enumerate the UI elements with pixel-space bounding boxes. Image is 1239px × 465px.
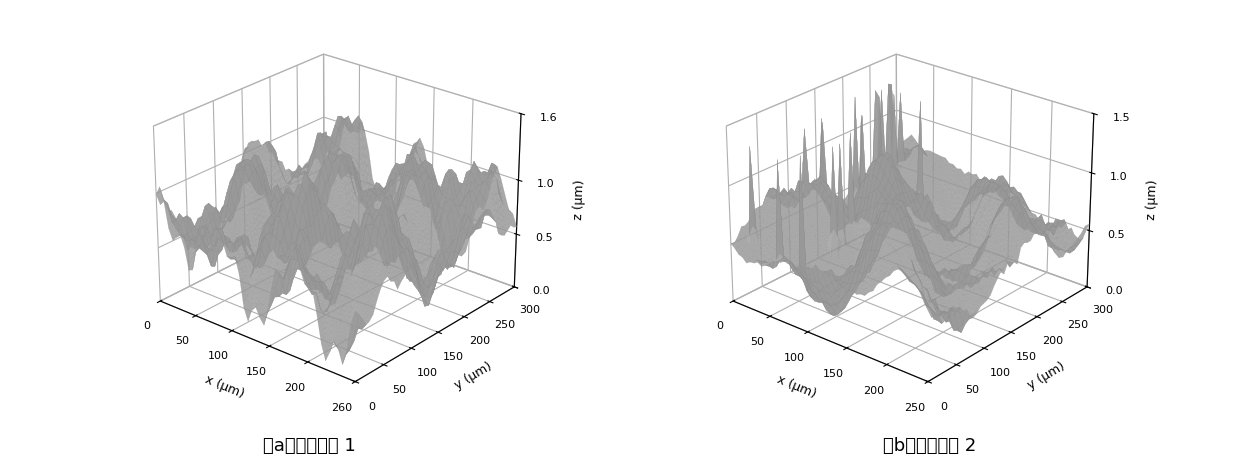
Text: （a）粗糙表面 1: （a）粗糙表面 1 [264,438,356,455]
Y-axis label: y (μm): y (μm) [1026,360,1067,392]
X-axis label: x (μm): x (μm) [203,373,245,401]
X-axis label: x (μm): x (μm) [776,373,818,401]
Text: （b）粗糙表面 2: （b）粗糙表面 2 [882,438,976,455]
Y-axis label: y (μm): y (μm) [452,360,494,392]
